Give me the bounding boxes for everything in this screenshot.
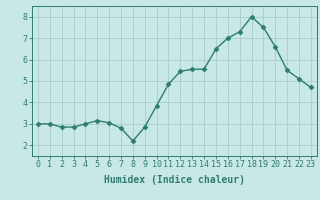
X-axis label: Humidex (Indice chaleur): Humidex (Indice chaleur) bbox=[104, 175, 245, 185]
